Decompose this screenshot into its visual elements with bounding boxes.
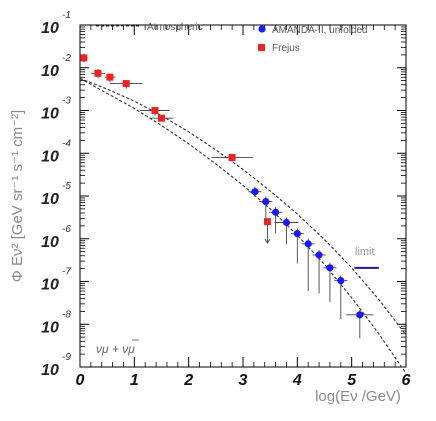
atmospheric-lower-curve: [79, 77, 407, 374]
upper-limit-arrowhead: [264, 238, 271, 244]
y-tick-label: 10: [41, 20, 59, 37]
frejus-point: [106, 73, 114, 81]
frejus-point: [122, 80, 130, 88]
x-tick-label: 2: [183, 372, 193, 389]
amanda-point: [262, 197, 270, 206]
amanda-point: [304, 240, 312, 248]
x-tick-label: 4: [292, 372, 302, 389]
y-tick-label: 10: [41, 362, 59, 379]
x-axis-title: log(Eν /GeV): [315, 388, 401, 405]
flavor-label: νμ + νμ: [96, 342, 135, 356]
y-tick-exponent: -7: [62, 267, 71, 278]
y-tick-exponent: -9: [62, 352, 71, 363]
y-axis-title: Φ Eν² [GeV sr⁻¹ s⁻¹ cm⁻²]: [9, 110, 26, 282]
y-tick-exponent: -3: [62, 96, 71, 107]
legend-frejus-swatch: [258, 44, 265, 51]
x-tick-label: 3: [239, 372, 248, 389]
x-tick-label: 6: [402, 372, 411, 389]
frejus-point: [80, 54, 88, 62]
frejus-point: [228, 154, 236, 162]
y-tick-label: 10: [41, 191, 59, 208]
atmospheric-upper-curve: [79, 77, 407, 336]
legend-amanda-label: AMANDA-II, unfolded: [272, 25, 368, 36]
y-tick-label: 10: [41, 234, 59, 251]
y-tick-label: 10: [41, 277, 59, 294]
y-tick-exponent: -8: [62, 309, 71, 320]
legend-atmospheric-label: Atmospheric: [147, 22, 203, 33]
legend: Atmospheric AMANDA-II, unfolded Frejus: [96, 22, 368, 54]
amanda-point: [315, 251, 323, 259]
amanda-point: [272, 208, 280, 216]
x-tick-label: 1: [130, 372, 139, 389]
legend-frejus-label: Frejus: [272, 43, 300, 54]
amanda-point: [356, 311, 364, 319]
x-ticks: 0 1 2 3 4 5 6: [76, 25, 411, 389]
frejus-point: [263, 218, 271, 226]
y-tick-label: 10: [41, 148, 59, 165]
y-tick-exponent: -4: [62, 138, 71, 149]
amanda-point: [326, 264, 334, 272]
amanda-point: [337, 277, 345, 285]
y-tick-label: 10: [41, 319, 59, 336]
y-tick-exponent: -5: [62, 181, 71, 192]
frejus-point: [94, 69, 102, 77]
frejus-point: [151, 107, 159, 114]
amanda-point: [282, 218, 291, 227]
data-points: [80, 53, 374, 339]
y-ticks: 10-110-210-310-410-510-610-710-810-9: [41, 10, 406, 379]
y-tick-label: 10: [41, 106, 59, 123]
y-tick-exponent: -1: [62, 10, 71, 21]
frejus-point: [158, 114, 165, 122]
legend-amanda-swatch: [258, 25, 266, 33]
x-tick-label: 5: [347, 372, 357, 389]
limit-label: limit: [355, 246, 375, 258]
x-tick-label: 0: [76, 372, 85, 389]
y-tick-exponent: -2: [62, 53, 71, 64]
amanda-point: [251, 188, 259, 196]
amanda-point: [293, 230, 301, 238]
atmospheric-band: [79, 77, 407, 374]
y-tick-exponent: -6: [62, 224, 71, 235]
y-tick-label: 10: [41, 63, 59, 80]
